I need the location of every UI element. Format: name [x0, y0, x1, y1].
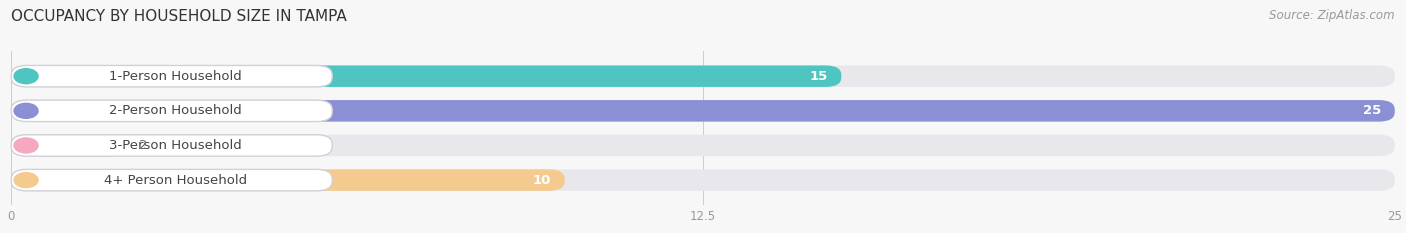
FancyBboxPatch shape [11, 169, 1395, 191]
Circle shape [14, 69, 38, 84]
Text: 1-Person Household: 1-Person Household [108, 70, 242, 83]
Text: 10: 10 [533, 174, 551, 187]
Text: 3-Person Household: 3-Person Household [108, 139, 242, 152]
Text: 2: 2 [139, 139, 148, 152]
FancyBboxPatch shape [11, 65, 1395, 87]
Text: 15: 15 [810, 70, 828, 83]
FancyBboxPatch shape [11, 65, 332, 87]
FancyBboxPatch shape [11, 135, 122, 156]
FancyBboxPatch shape [11, 135, 1395, 156]
Circle shape [14, 138, 38, 153]
Circle shape [14, 103, 38, 118]
Circle shape [14, 173, 38, 188]
Text: 25: 25 [1362, 104, 1381, 117]
FancyBboxPatch shape [11, 135, 332, 156]
Text: OCCUPANCY BY HOUSEHOLD SIZE IN TAMPA: OCCUPANCY BY HOUSEHOLD SIZE IN TAMPA [11, 9, 347, 24]
Text: Source: ZipAtlas.com: Source: ZipAtlas.com [1270, 9, 1395, 22]
Text: 2-Person Household: 2-Person Household [108, 104, 242, 117]
FancyBboxPatch shape [11, 169, 565, 191]
FancyBboxPatch shape [11, 100, 1395, 122]
FancyBboxPatch shape [11, 100, 332, 122]
FancyBboxPatch shape [11, 65, 841, 87]
Text: 4+ Person Household: 4+ Person Household [104, 174, 247, 187]
FancyBboxPatch shape [11, 169, 332, 191]
FancyBboxPatch shape [11, 100, 1395, 122]
